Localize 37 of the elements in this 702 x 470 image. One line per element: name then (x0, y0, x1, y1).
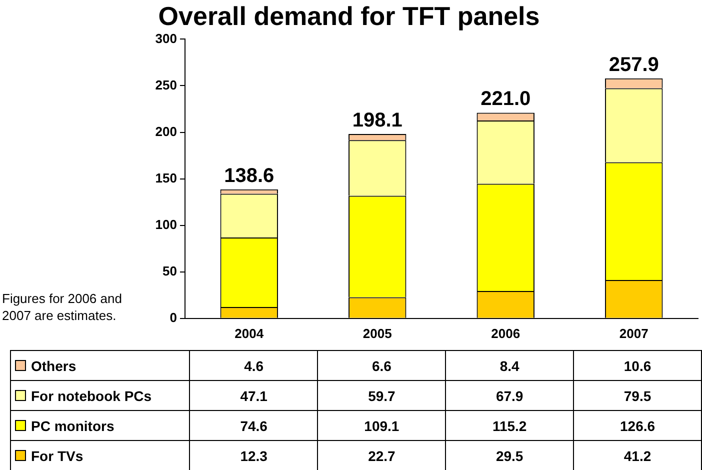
legend-label: Others (10, 350, 190, 380)
data-label: 8.4 (446, 350, 574, 380)
text: Figures for 2006 and 2007 are estimates. (2, 290, 123, 324)
data-label: 41.2 (574, 440, 702, 470)
chart-title: Overall demand for TFT panels (158, 0, 540, 31)
y-tick-label: 0 (170, 310, 177, 325)
data-label: 12.3 (190, 440, 318, 470)
data-label: 74.6 (190, 410, 318, 440)
y-tick-label: 250 (155, 77, 177, 92)
total-label: 198.1 (352, 110, 402, 132)
data-label: 79.5 (574, 380, 702, 410)
y-tick-label: 300 (155, 30, 177, 46)
y-tick-label: 150 (155, 170, 177, 186)
legend-label: PC monitors (10, 410, 190, 440)
total-label: 257.9 (608, 54, 659, 76)
total-label: 138.6 (224, 164, 274, 187)
x-tick-label: 2004 (234, 326, 264, 341)
data-label: 29.5 (446, 440, 574, 470)
data-label: 6.6 (318, 350, 446, 380)
y-tick-label: 50 (162, 263, 177, 278)
data-label: 109.1 (318, 410, 446, 440)
y-tick-label: 200 (155, 124, 177, 139)
data-label: 115.2 (446, 410, 574, 440)
data-label: 10.6 (574, 350, 702, 380)
x-tick-label: 2007 (619, 326, 648, 341)
data-label: 4.6 (190, 350, 318, 380)
legend-label: For TVs (10, 440, 190, 470)
y-tick-label: 100 (155, 216, 177, 232)
total-label: 221.0 (480, 88, 531, 110)
legend-label: For notebook PCs (10, 380, 190, 410)
x-tick-label: 2005 (362, 326, 392, 341)
data-label: 59.7 (318, 380, 446, 410)
data-label: 126.6 (574, 410, 702, 440)
data-label: 22.7 (318, 440, 446, 470)
data-label: 47.1 (190, 380, 318, 410)
x-tick-label: 2006 (491, 326, 520, 341)
data-label: 67.9 (446, 380, 574, 410)
